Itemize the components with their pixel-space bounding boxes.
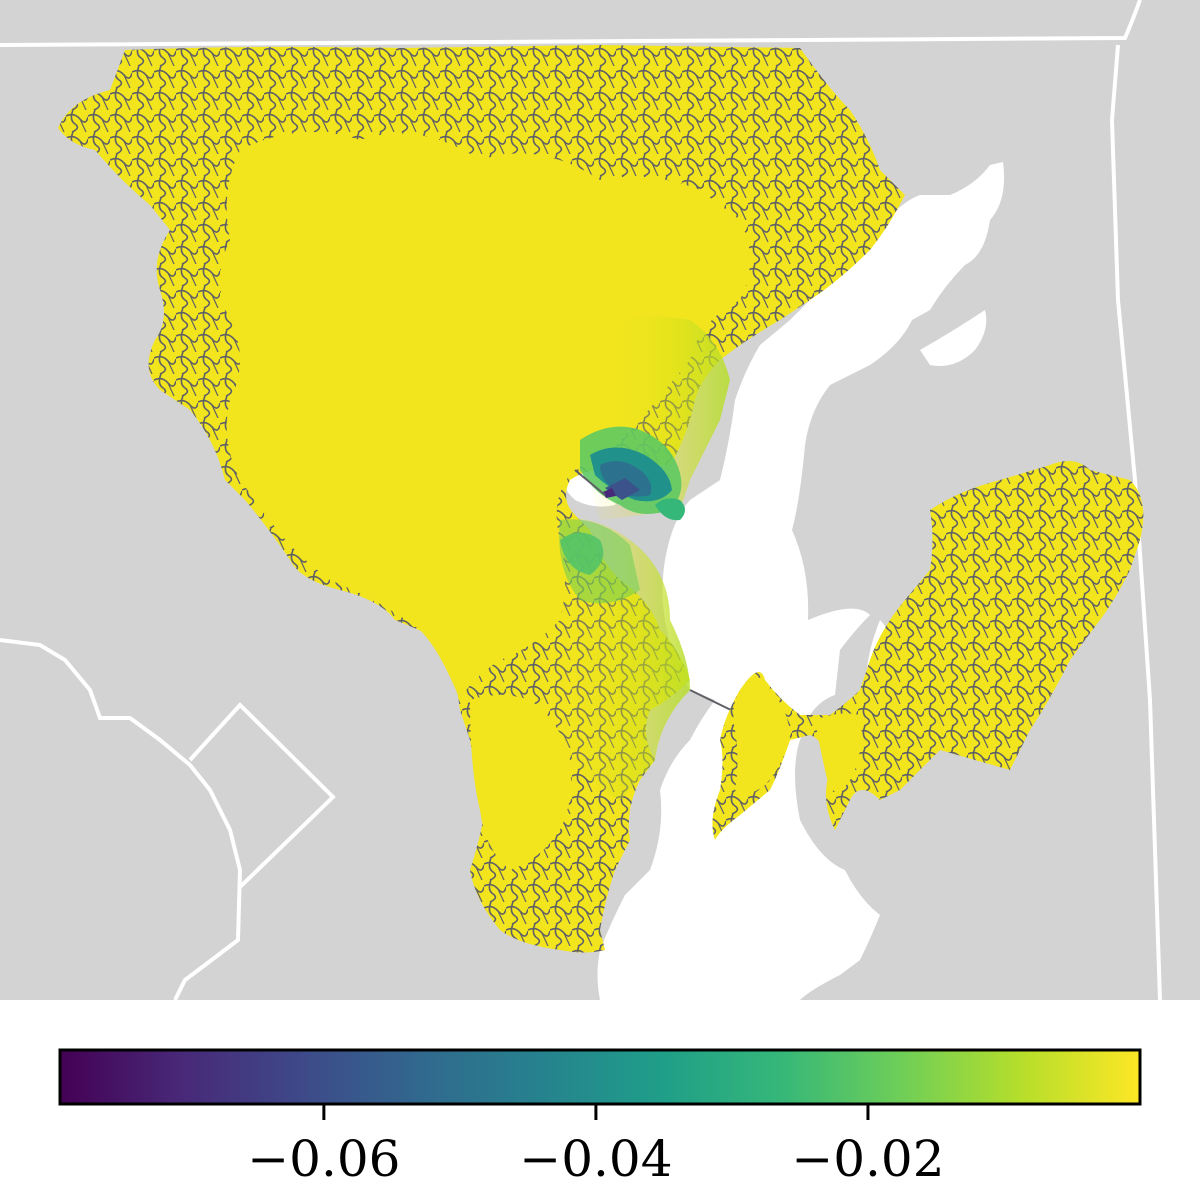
colorbar-tick-label: −0.06: [247, 1130, 400, 1188]
northern-state-border: [0, 0, 1142, 47]
network-kent-east: [815, 713, 862, 791]
delaware-border: [1109, 44, 1162, 1000]
dc-boundary: [188, 702, 336, 889]
potomac-border: [0, 638, 243, 1000]
network-dense-south: [470, 695, 572, 870]
colorbar: −0.06 −0.04 −0.02: [58, 1048, 1142, 1188]
network-kent-island: [733, 677, 790, 794]
colorbar-gradient: [58, 1048, 1142, 1106]
eastern-shore-land: [810, 350, 1054, 600]
colorbar-tick-label: −0.02: [791, 1130, 944, 1188]
network-map: [0, 0, 1200, 1000]
network-region-east-south: [712, 461, 1144, 840]
state-borders: [0, 0, 1162, 1000]
colorbar-ticks: −0.06 −0.04 −0.02: [247, 1104, 945, 1188]
colorbar-tick-label: −0.04: [519, 1130, 672, 1188]
harbor-cluster: [559, 426, 685, 604]
network-dense-urban: [220, 132, 750, 700]
bay-bridges: [574, 469, 736, 713]
